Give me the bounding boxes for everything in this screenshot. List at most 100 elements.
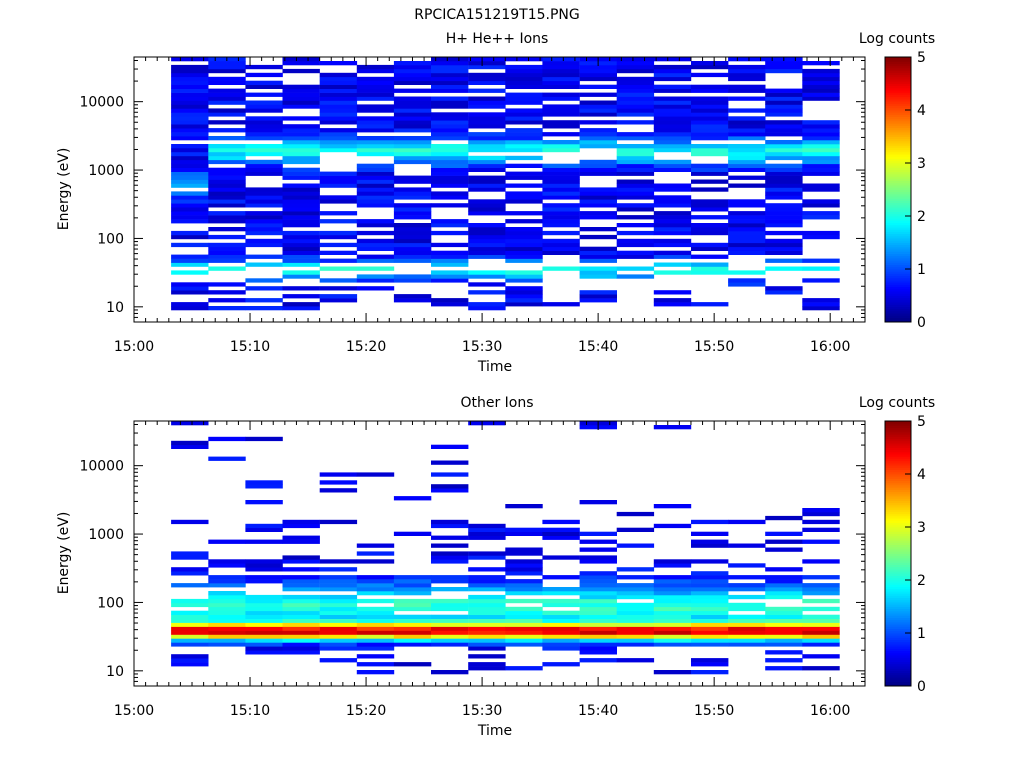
- heatmap-cell: [616, 136, 655, 141]
- heatmap-cell: [542, 84, 580, 89]
- heatmap-cell: [171, 626, 209, 631]
- heatmap-cell: [282, 61, 320, 66]
- colorbar-segment: [885, 189, 911, 193]
- heatmap-cell: [802, 92, 840, 97]
- heatmap-cell: [653, 147, 692, 153]
- heatmap-cell: [505, 92, 543, 97]
- heatmap-cell: [728, 602, 766, 608]
- heatmap-cell: [431, 80, 469, 85]
- heatmap-cell: [431, 258, 469, 263]
- heatmap-cell: [802, 120, 840, 125]
- heatmap-cell: [579, 246, 617, 251]
- heatmap-cell: [505, 199, 543, 204]
- heatmap-cell: [171, 76, 209, 82]
- heatmap-cell: [356, 254, 395, 259]
- heatmap-cell: [319, 258, 358, 263]
- heatmap-cell: [468, 159, 506, 165]
- heatmap-cell: [542, 147, 580, 153]
- heatmap-cell: [505, 171, 543, 176]
- heatmap-cell: [728, 199, 766, 204]
- heatmap-cell: [393, 606, 432, 612]
- heatmap-cell: [765, 96, 803, 101]
- heatmap-cell: [282, 539, 320, 544]
- colorbar-segment: [885, 87, 911, 91]
- heatmap-cell: [208, 96, 246, 101]
- heatmap-cell: [282, 116, 320, 121]
- heatmap-cell: [356, 274, 395, 279]
- heatmap-cell: [319, 618, 358, 623]
- heatmap-cell: [542, 602, 580, 608]
- heatmap-cell: [691, 642, 729, 647]
- colorbar-segment: [885, 637, 911, 641]
- heatmap-cell: [282, 203, 320, 208]
- heatmap-cell: [356, 575, 395, 580]
- heatmap-cell: [505, 80, 543, 85]
- heatmap-cell: [691, 543, 729, 548]
- heatmap-cell: [802, 302, 840, 307]
- heatmap-cell: [691, 270, 729, 275]
- heatmap-cell: [542, 591, 580, 596]
- heatmap-cell: [616, 638, 655, 643]
- heatmap-cell: [468, 234, 506, 240]
- heatmap-cell: [616, 171, 655, 176]
- heatmap-cell: [802, 634, 840, 639]
- heatmap-cell: [616, 230, 655, 236]
- heatmap-cell: [208, 136, 246, 141]
- heatmap-cell: [542, 302, 580, 307]
- heatmap-cell: [393, 238, 432, 244]
- heatmap-cell: [542, 646, 580, 651]
- colorbar-segment: [885, 112, 911, 115]
- heatmap-cell: [691, 519, 729, 525]
- y-tick-label: 10: [106, 300, 124, 316]
- heatmap-cell: [356, 116, 395, 121]
- heatmap-cell: [765, 634, 803, 639]
- heatmap-cell: [431, 132, 469, 137]
- colorbar-tick-label: 5: [917, 50, 926, 66]
- heatmap-cell: [728, 583, 766, 588]
- heatmap-cell: [579, 658, 617, 663]
- heatmap-cell: [616, 274, 655, 279]
- colorbar-segment: [885, 198, 911, 201]
- colorbar-segment: [885, 546, 911, 550]
- heatmap-cell: [616, 250, 655, 255]
- heatmap-cell: [393, 88, 432, 93]
- colorbar-segment: [885, 440, 911, 444]
- heatmap-cell: [393, 104, 432, 109]
- heatmap-cell: [282, 523, 320, 529]
- heatmap-cell: [579, 591, 617, 596]
- heatmap-cell: [468, 179, 506, 184]
- heatmap-cell: [431, 171, 469, 176]
- colorbar-segment: [885, 174, 911, 177]
- heatmap-cell: [245, 163, 283, 168]
- heatmap-cell: [208, 234, 246, 240]
- x-tick-label: 15:40: [578, 703, 618, 719]
- colorbar-segment: [885, 160, 911, 164]
- heatmap-cell: [765, 163, 803, 168]
- colorbar-segment: [885, 602, 911, 605]
- heatmap-cell: [653, 57, 692, 62]
- heatmap-cell: [431, 642, 469, 647]
- colorbar-segment: [885, 467, 911, 470]
- heatmap-cell: [579, 92, 617, 97]
- heatmap-cell: [542, 195, 580, 200]
- heatmap-cell: [616, 618, 655, 623]
- colorbar-segment: [885, 593, 911, 596]
- colorbar-segment: [885, 586, 911, 590]
- heatmap-cell: [171, 258, 209, 263]
- heatmap-cell: [356, 124, 395, 129]
- y-tick-label: 10: [106, 664, 124, 680]
- heatmap-cell: [171, 211, 209, 216]
- heatmap-cell: [356, 151, 395, 157]
- colorbar-segment: [885, 447, 911, 451]
- heatmap-cell: [505, 610, 543, 615]
- heatmap-cell: [171, 242, 209, 248]
- heatmap-cell: [579, 583, 617, 588]
- heatmap-cell: [282, 575, 320, 580]
- heatmap-cell: [505, 227, 543, 232]
- heatmap-cell: [319, 575, 358, 580]
- colorbar-segment: [885, 211, 911, 215]
- panel1-axes: 15:00 15:10 15:20 15:30 15:40 15:50 16:00 10 100…: [79, 57, 865, 355]
- colorbar-segment: [885, 604, 911, 607]
- heatmap-cell: [616, 155, 655, 161]
- heatmap-cell: [431, 634, 469, 639]
